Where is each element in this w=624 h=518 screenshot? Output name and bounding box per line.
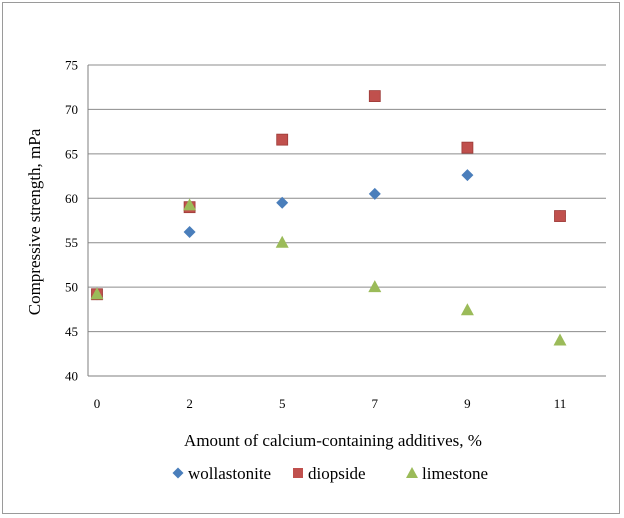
limestone-point	[553, 333, 567, 346]
x-tick-label: 11	[554, 396, 567, 411]
limestone-point	[183, 198, 197, 211]
y-axis-title: Compressive strength, mPa	[25, 128, 44, 315]
wollastonite-point	[368, 187, 381, 200]
y-tick-label: 65	[65, 146, 78, 161]
x-tick-label: 5	[279, 396, 286, 411]
diopside-point	[368, 90, 381, 102]
diopside-point	[276, 133, 289, 146]
x-tick-label: 2	[186, 396, 193, 411]
diopside-point	[554, 210, 566, 222]
y-tick-labels: 40 45 50 55 60 65 70 75	[65, 58, 78, 384]
y-tick-label: 40	[65, 369, 78, 384]
y-tick-label: 75	[65, 58, 78, 73]
y-tick-label: 70	[65, 102, 78, 117]
limestone-point	[368, 280, 382, 293]
wollastonite-point	[183, 226, 196, 239]
x-tick-labels: 0 2 5 7 9 11	[94, 396, 567, 411]
y-tick-label: 60	[65, 191, 78, 206]
legend-label-limestone: limestone	[422, 464, 488, 483]
wollastonite-point	[461, 169, 474, 182]
x-tick-label: 7	[372, 396, 379, 411]
legend-marker-limestone	[406, 467, 418, 478]
legend-marker-diopside	[293, 468, 303, 478]
legend: wollastonite diopside limestone	[172, 464, 488, 483]
data-markers	[90, 90, 567, 346]
legend-label-wollastonite: wollastonite	[188, 464, 271, 483]
limestone-point	[90, 287, 104, 300]
x-axis-title: Amount of calcium-containing additives, …	[184, 431, 482, 450]
chart-frame	[2, 2, 620, 514]
wollastonite-point	[276, 196, 289, 209]
limestone-point	[275, 235, 289, 248]
gridlines	[87, 64, 606, 377]
limestone-point	[460, 303, 474, 316]
x-tick-label: 0	[94, 396, 101, 411]
legend-marker-wollastonite	[172, 467, 184, 479]
y-tick-label: 55	[65, 235, 78, 250]
y-tick-label: 50	[65, 280, 78, 295]
diopside-point	[461, 141, 474, 154]
y-tick-label: 45	[65, 324, 78, 339]
x-tick-label: 9	[464, 396, 471, 411]
legend-label-diopside: diopside	[308, 464, 366, 483]
